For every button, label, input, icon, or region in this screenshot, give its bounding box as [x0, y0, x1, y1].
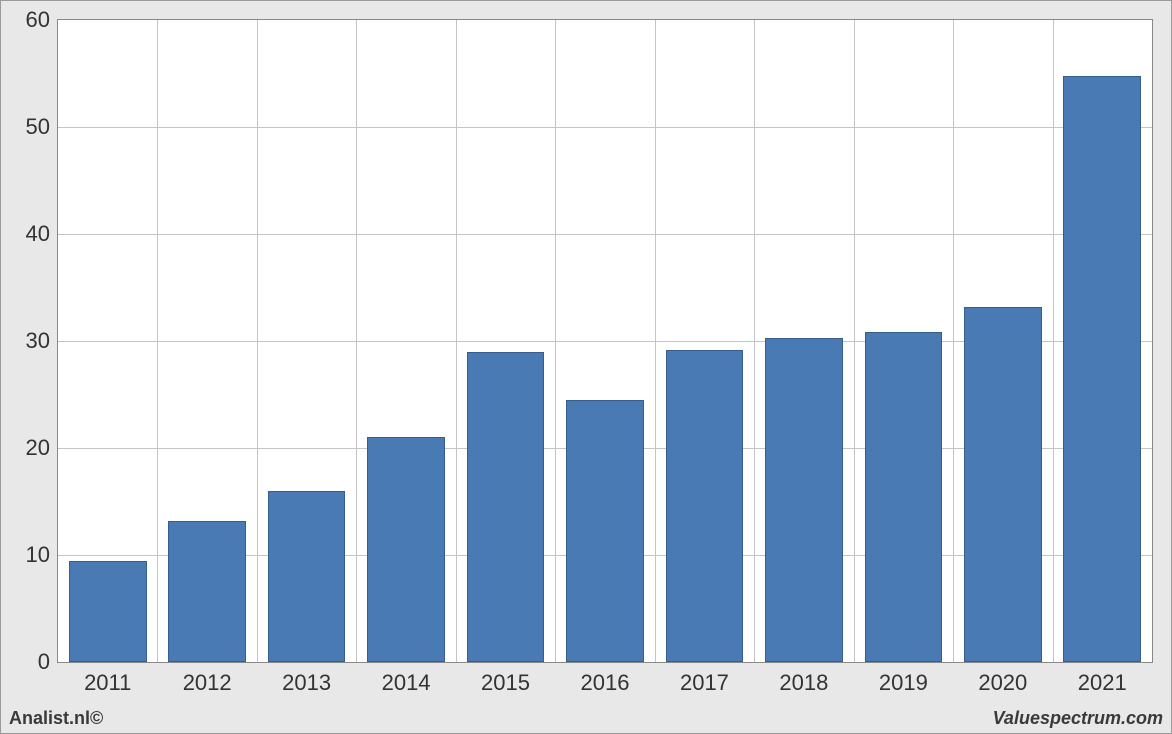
bar — [467, 352, 545, 662]
y-tick-label: 20 — [26, 435, 50, 461]
footer-credit-left: Analist.nl© — [9, 708, 103, 729]
plot-wrapper: 0 10 20 30 40 50 60 2011 2012 2013 2014 2015 2016 201… — [9, 9, 1163, 703]
grid-line-vertical — [655, 20, 656, 662]
y-tick-label: 0 — [38, 649, 50, 675]
x-tick-label: 2012 — [183, 670, 232, 696]
bar — [168, 521, 246, 662]
y-tick-label: 40 — [26, 221, 50, 247]
x-tick-label: 2015 — [481, 670, 530, 696]
x-tick-label: 2011 — [84, 670, 131, 696]
x-tick-label: 2018 — [779, 670, 828, 696]
grid-line-vertical — [157, 20, 158, 662]
bar — [268, 491, 346, 662]
grid-line-vertical — [456, 20, 457, 662]
grid-line-vertical — [1053, 20, 1054, 662]
plot-area: 0102030405060201120122013201420152016201… — [57, 19, 1153, 663]
bar — [865, 332, 943, 662]
grid-line-vertical — [953, 20, 954, 662]
bar — [566, 400, 644, 662]
bar — [964, 307, 1042, 662]
y-tick-label: 50 — [26, 114, 50, 140]
x-tick-label: 2019 — [879, 670, 928, 696]
x-tick-label: 2016 — [581, 670, 630, 696]
grid-line-vertical — [356, 20, 357, 662]
bar — [765, 338, 843, 662]
x-tick-label: 2013 — [282, 670, 331, 696]
x-tick-label: 2020 — [978, 670, 1027, 696]
grid-line-vertical — [854, 20, 855, 662]
grid-line-vertical — [257, 20, 258, 662]
footer-credit-right: Valuespectrum.com — [993, 708, 1163, 729]
x-tick-label: 2021 — [1078, 670, 1127, 696]
x-tick-label: 2017 — [680, 670, 729, 696]
bar — [666, 350, 744, 662]
bar — [367, 437, 445, 662]
x-tick-label: 2014 — [382, 670, 431, 696]
grid-line-horizontal — [58, 234, 1152, 235]
bar — [69, 561, 147, 662]
grid-line-horizontal — [58, 127, 1152, 128]
y-tick-label: 60 — [26, 7, 50, 33]
bar — [1063, 76, 1141, 662]
y-tick-label: 30 — [26, 328, 50, 354]
grid-line-vertical — [754, 20, 755, 662]
grid-line-vertical — [555, 20, 556, 662]
y-tick-label: 10 — [26, 542, 50, 568]
chart-container: 0 10 20 30 40 50 60 2011 2012 2013 2014 2015 2016 201… — [0, 0, 1172, 734]
